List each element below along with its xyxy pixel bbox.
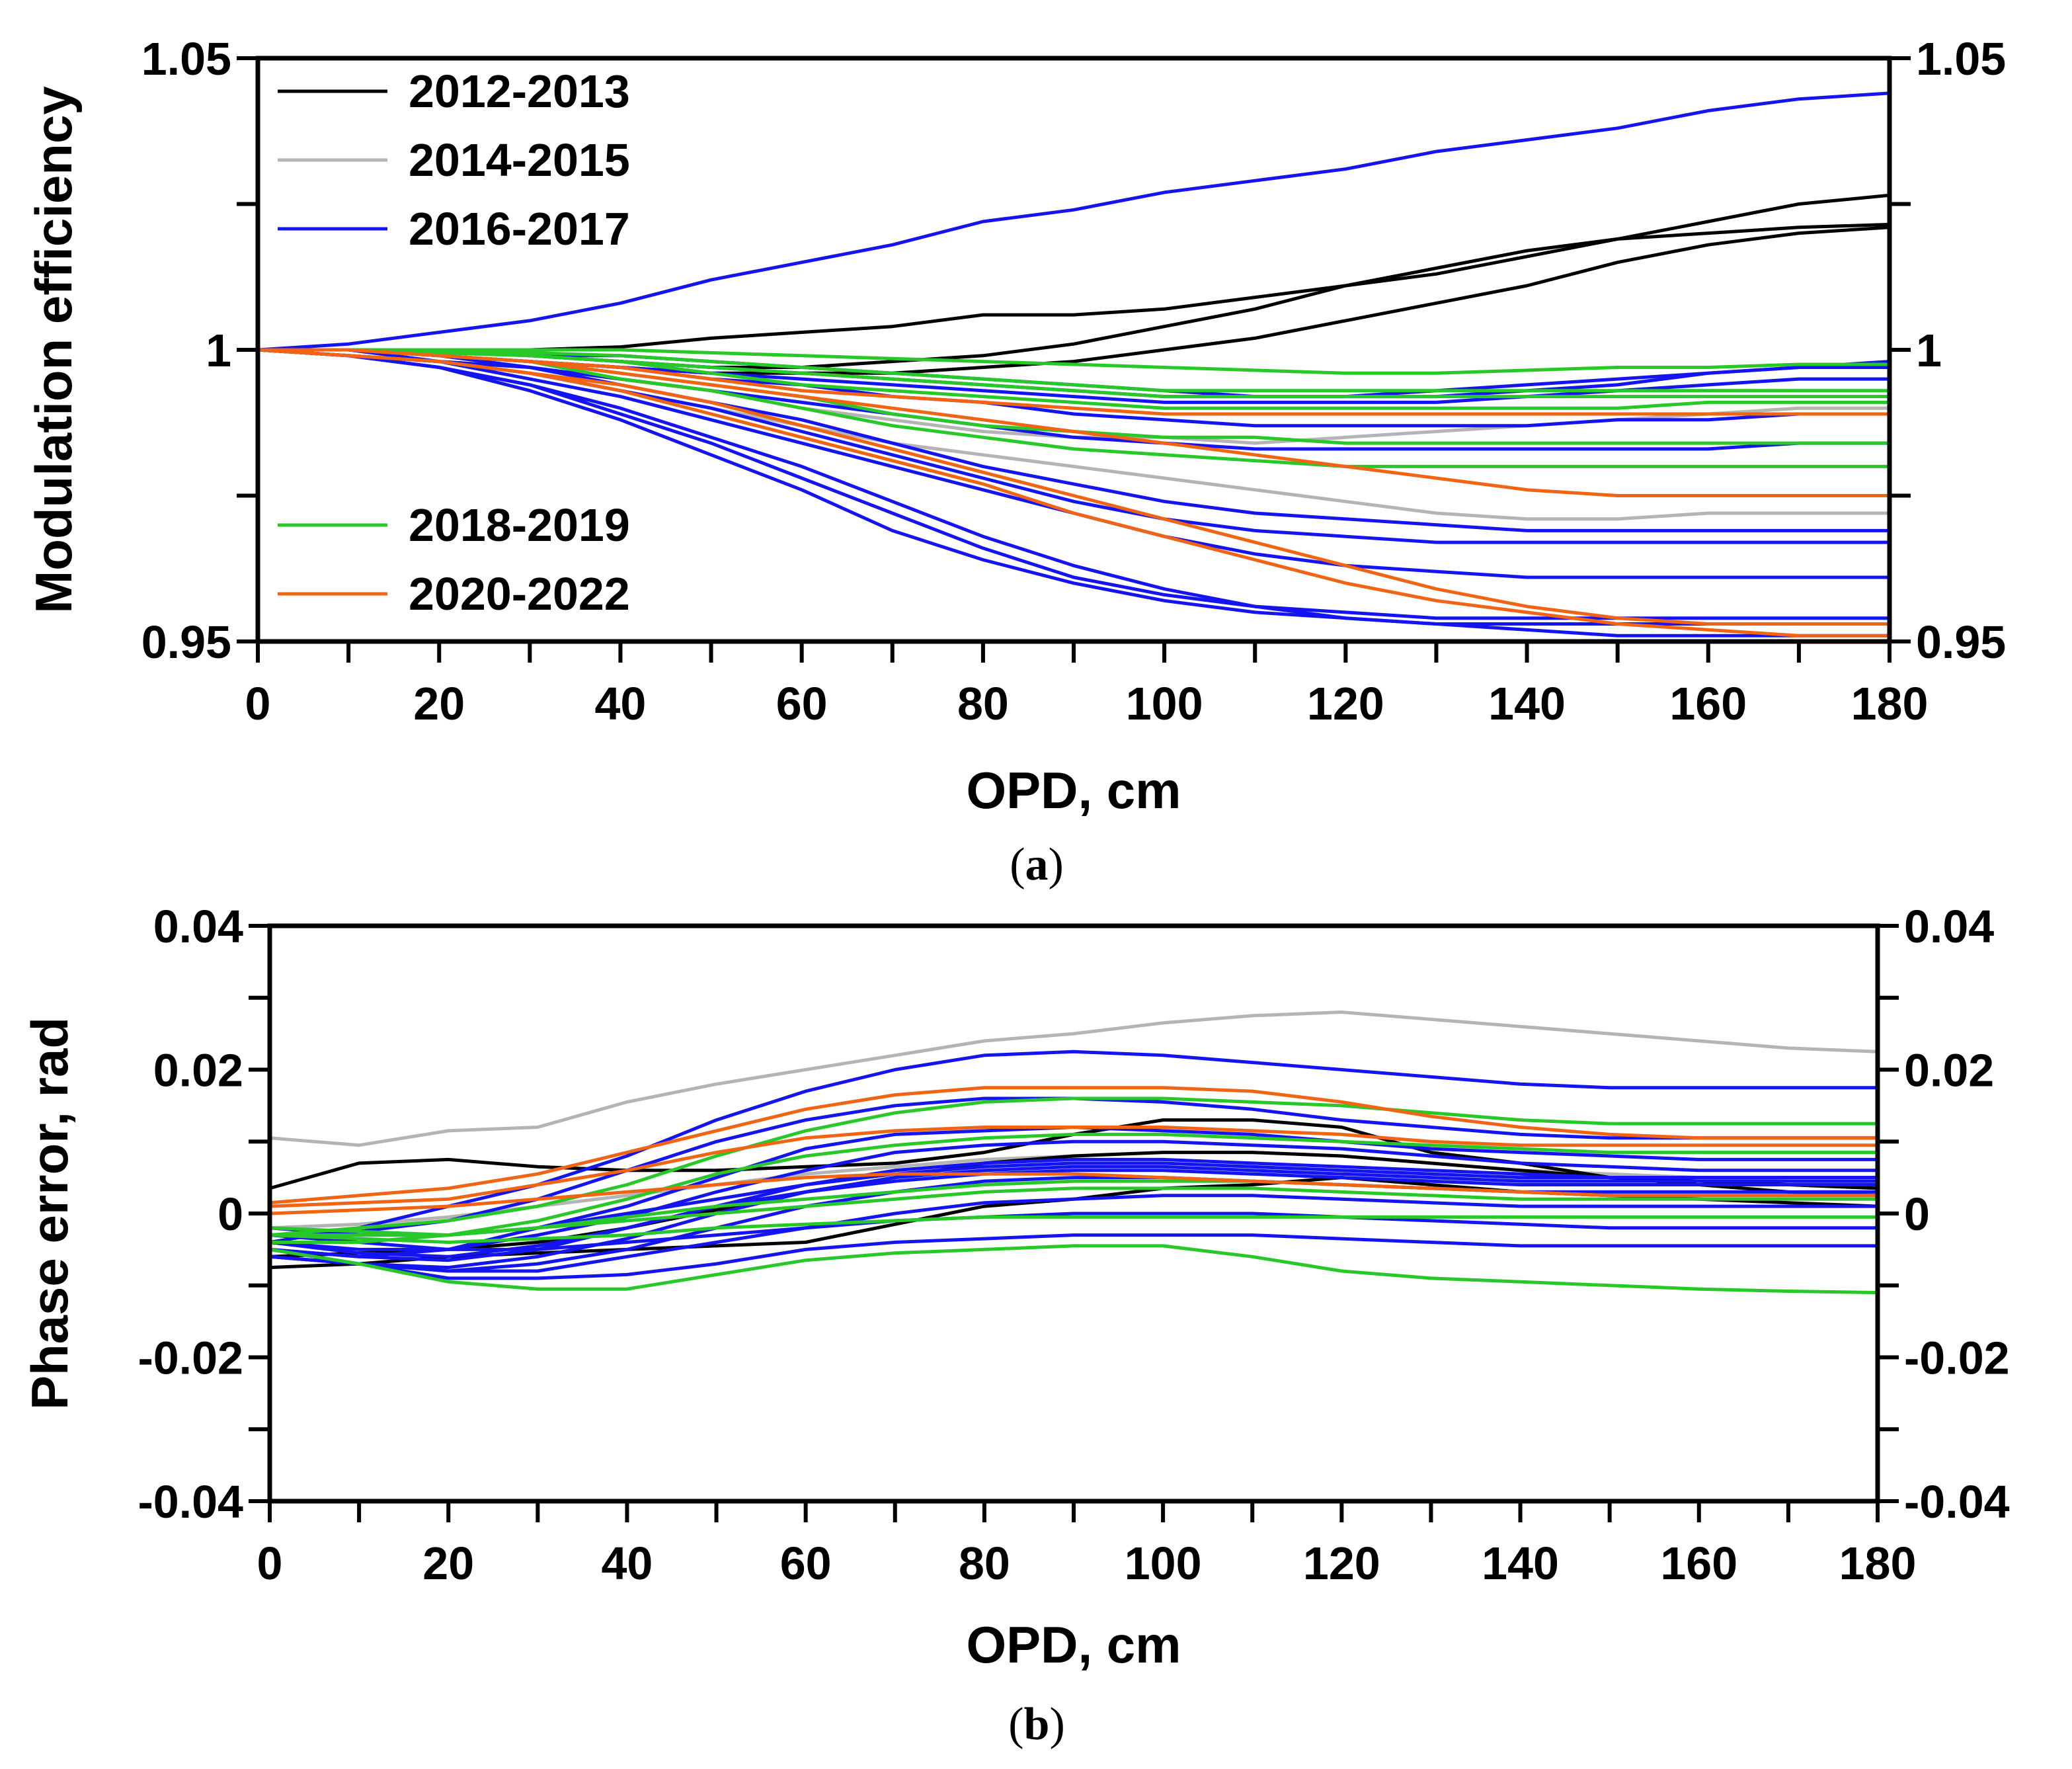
panel-a-series-2016-2017-6	[256, 348, 1892, 638]
panel-b-x-tick-label: 40	[602, 1538, 653, 1589]
panel-b-y-axis-label: Phase error, rad	[20, 1017, 79, 1410]
panel-b-series-2016-2017-13	[268, 1194, 1880, 1273]
panel-b-series-2020-2022-24	[268, 1126, 1880, 1208]
panel-b-y-right-tick-label: -0.02	[1904, 1333, 2010, 1384]
panel-a-x-tick-label: 0	[245, 678, 271, 729]
legend-label-2018-2019: 2018-2019	[409, 499, 630, 551]
panel-a-x-tick-label: 60	[776, 678, 828, 729]
legend-label-2014-2015: 2014-2015	[409, 134, 630, 186]
panel-a-series-2016-2017-5	[256, 91, 1892, 352]
panel-a-y-left-tick-label: 1	[206, 325, 231, 376]
panel-b-series-group	[268, 1010, 1880, 1295]
panel-a-x-tick-label: 100	[1126, 678, 1203, 729]
legend-label-2020-2022: 2020-2022	[409, 568, 630, 620]
panel-a-series-group	[256, 91, 1892, 638]
panel-b-x-tick-label: 60	[780, 1538, 832, 1589]
panel-a-y-right-tick-label: 1	[1916, 325, 1942, 376]
panel-b-series-2016-2017-10	[268, 1165, 1880, 1270]
panel-b-series-2018-2019-21	[268, 1244, 1880, 1295]
panel-a-x-tick-label: 80	[957, 678, 1009, 729]
panel-a-y-axis-label: Modulation efficiency	[24, 86, 83, 613]
panel-b-x-tick-label: 140	[1482, 1538, 1559, 1589]
panel-b-x-tick-label: 20	[422, 1538, 474, 1589]
panel-a-x-tick-label: 140	[1488, 678, 1566, 729]
panel-b-y-left-tick-label: 0	[218, 1188, 243, 1240]
panel-b-caption: (b)	[1008, 1699, 1065, 1750]
panel-b-y-right-tick-label: 0	[1904, 1188, 1930, 1240]
panel-b-x-tick-label: 0	[257, 1538, 283, 1589]
panel-a-series-2016-2017-12	[256, 348, 1892, 451]
panel-b-y-left-tick-label: -0.04	[138, 1476, 243, 1528]
panel-b-series-2016-2017-15	[268, 1212, 1880, 1251]
panel-b-series-2018-2019-20	[268, 1215, 1880, 1244]
panel-b-x-axis-label: OPD, cm	[966, 1616, 1181, 1674]
panel-a-x-axis-label: OPD, cm	[966, 761, 1181, 819]
panel-a-series-2020-2022-24	[256, 348, 1892, 638]
panel-b-series-2016-2017-11	[268, 1169, 1880, 1258]
panel-a-x-tick-label: 40	[595, 678, 647, 729]
panel-b-y-left-tick-label: 0.04	[153, 901, 243, 952]
panel-b-series-2016-2017-14	[268, 1233, 1880, 1280]
panel-b-y-right-tick-label: 0.02	[1904, 1045, 1994, 1096]
panel-b-y-right-tick-label: 0.04	[1904, 901, 1994, 952]
panel-a-y-right-tick-label: 1.05	[1916, 33, 2006, 85]
panel-a-ticks: 0 20 40 60 80 100 120 140 160 180 1.05 1 0.95 1.05 1 0.…	[141, 33, 2007, 729]
panel-a-y-left-tick-label: 1.05	[141, 33, 231, 85]
panel-b-series-2016-2017-8	[268, 1139, 1880, 1251]
panel-b-y-left-tick-label: -0.02	[138, 1333, 243, 1384]
panel-b-ticks: 0 20 40 60 80 100 120 140 160 180 0.04 0.02 0 -0.02 -0…	[138, 901, 2009, 1589]
panel-b-x-tick-label: 180	[1839, 1538, 1917, 1589]
panel-a-caption: (a)	[1010, 839, 1064, 890]
panel-b-series-2018-2019-17	[268, 1096, 1880, 1237]
panel-a-y-left-tick-label: 0.95	[141, 616, 231, 668]
panel-a-series-2018-2019-20	[256, 348, 1892, 410]
panel-b-series-2014-2015-0	[268, 1010, 1880, 1147]
panel-b-x-tick-label: 160	[1660, 1538, 1737, 1589]
panel-a-x-tick-label: 180	[1851, 678, 1929, 729]
panel-a-modulation-efficiency: 0 20 40 60 80 100 120 140 160 180 1.05 1 0.95 1.05 1 0.…	[24, 33, 2006, 890]
panel-a-series-2020-2022-26	[256, 348, 1892, 416]
panel-b-x-tick-label: 120	[1303, 1538, 1380, 1589]
legend-label-2012-2013: 2012-2013	[409, 65, 630, 117]
panel-b-x-tick-label: 80	[959, 1538, 1010, 1589]
panel-b-phase-error: 0 20 40 60 80 100 120 140 160 180 0.04 0.02 0 -0.02 -0…	[20, 901, 2010, 1750]
panel-a-x-tick-label: 20	[413, 678, 465, 729]
legend-label-2016-2017: 2016-2017	[409, 203, 630, 255]
panel-b-y-left-tick-label: 0.02	[153, 1045, 243, 1096]
panel-a-series-2020-2022-25	[256, 348, 1892, 497]
panel-a-y-right-tick-label: 0.95	[1916, 616, 2006, 668]
panel-b-series-2018-2019-18	[268, 1132, 1880, 1244]
panel-a-x-tick-label: 120	[1307, 678, 1384, 729]
panel-b-series-2016-2017-12	[268, 1176, 1880, 1273]
panel-b-y-right-tick-label: -0.04	[1904, 1476, 2010, 1528]
panel-a-series-2018-2019-18	[256, 348, 1892, 393]
panel-b-series-2020-2022-25	[268, 1172, 1880, 1215]
panel-a-x-tick-label: 160	[1669, 678, 1747, 729]
panel-b-series-2020-2022-23	[268, 1086, 1880, 1205]
panel-b-x-tick-label: 100	[1125, 1538, 1202, 1589]
panel-a-legend: 2012-2013 2014-2015 2016-2017 2018-2019 2020…	[278, 65, 630, 620]
panel-a-series-2018-2019-17	[256, 348, 1892, 375]
